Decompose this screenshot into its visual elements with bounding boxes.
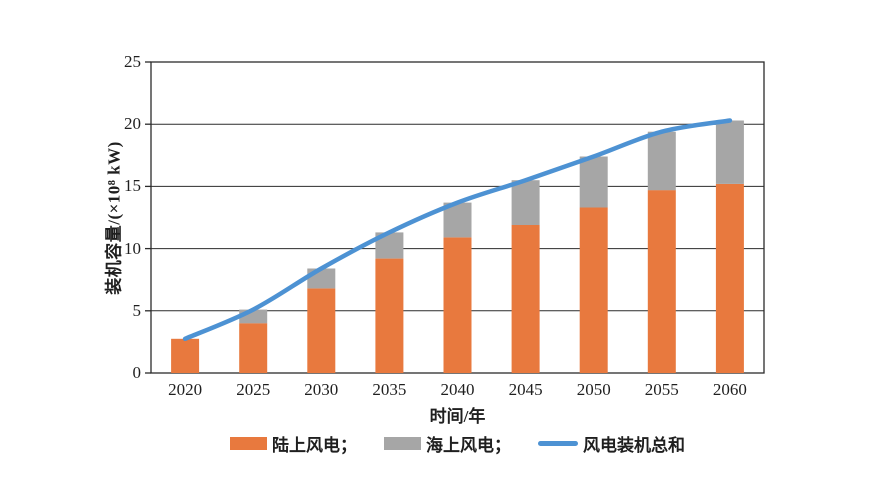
bar-segment-陆上风电 [647,190,676,373]
legend: 陆上风电； 海上风电； 风电装机总和 [151,431,764,456]
x-axis-tick-label: 2040 [440,380,475,399]
y-axis-tick-label: 20 [124,114,141,134]
bar-segment-陆上风电 [171,338,200,373]
y-axis-tick-label: 10 [124,238,141,258]
y-axis-title: 装机容量/(×10⁸ kW) [104,141,124,295]
x-axis-tick-label: 2035 [372,380,407,399]
y-axis-tick-label: 15 [124,176,141,196]
total-wind-line-swatch-icon [538,441,578,446]
bar-segment-陆上风电 [715,183,744,373]
legend-label-total: 风电装机总和 [583,436,685,455]
x-axis-tick-label: 2030 [304,380,339,399]
bar-segment-陆上风电 [511,225,540,373]
legend-item-total: 风电装机总和 [538,431,685,456]
y-axis-tick-label: 25 [124,52,141,71]
x-axis-tick-label: 2045 [508,380,543,399]
x-axis-tick-label: 2020 [168,380,203,399]
bar-segment-陆上风电 [443,237,472,373]
x-axis-tick-label: 2060 [712,380,747,399]
x-axis-tick-label: 2025 [236,380,271,399]
bar-segment-海上风电 [579,156,608,208]
legend-label-offshore: 海上风电； [426,436,511,455]
bar-segment-陆上风电 [375,258,404,373]
bar-segment-海上风电 [647,131,676,191]
y-axis-tick-label: 0 [132,363,142,382]
legend-item-offshore: 海上风电； [384,431,511,456]
bar-segment-海上风电 [307,268,336,289]
y-axis-tick-label: 5 [132,300,142,320]
offshore-wind-swatch-icon [384,437,421,450]
bar-segment-陆上风电 [579,207,608,373]
bar-segment-海上风电 [715,120,744,184]
x-axis-tick-label: 2050 [576,380,611,399]
onshore-wind-swatch-icon [230,437,267,450]
bar-segment-陆上风电 [239,323,268,373]
x-axis-title: 时间/年 [429,407,486,426]
legend-label-onshore: 陆上风电； [272,436,357,455]
legend-item-onshore: 陆上风电； [230,431,357,456]
bar-segment-陆上风电 [307,288,336,373]
x-axis-tick-label: 2055 [644,380,679,399]
bar-segment-海上风电 [511,180,540,225]
total-line [182,118,733,342]
